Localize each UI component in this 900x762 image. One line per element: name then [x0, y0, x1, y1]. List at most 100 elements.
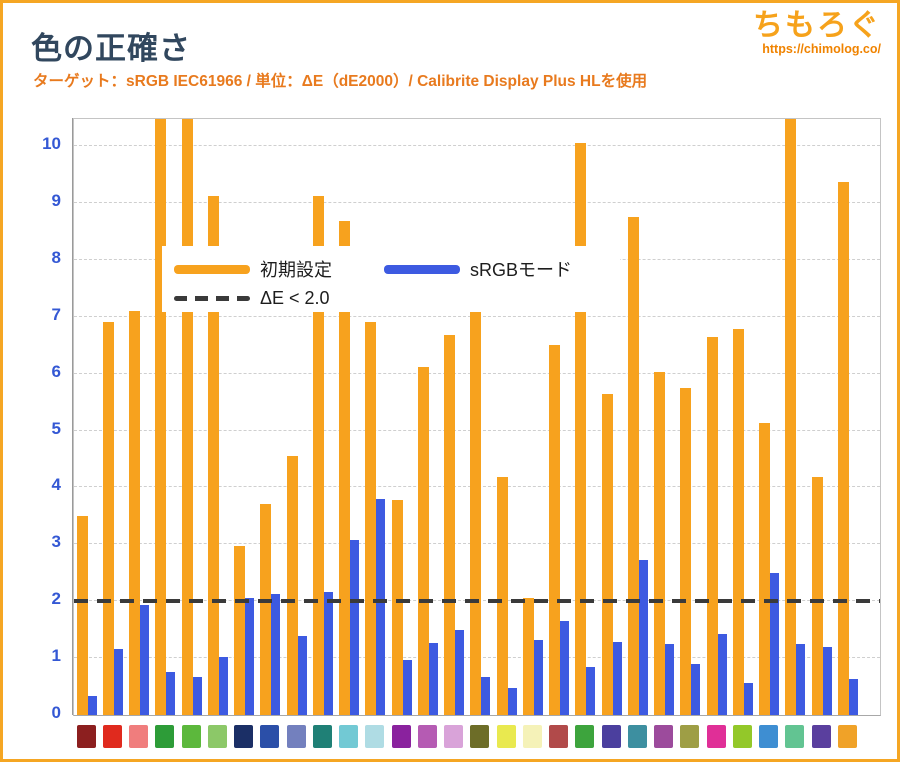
bar-default-30 — [837, 181, 849, 715]
color-swatch-24 — [680, 725, 700, 748]
legend-item-srgb: sRGBモード — [384, 256, 572, 282]
site-logo: ちもろぐ https://chimolog.co/ — [753, 9, 881, 56]
y-tick-label-1: 1 — [51, 646, 61, 666]
bar-srgb-3 — [140, 604, 150, 715]
threshold-line — [74, 599, 880, 604]
bar-default-9 — [286, 456, 298, 715]
bar-default-19 — [549, 344, 561, 715]
color-swatch-26 — [732, 725, 752, 748]
color-swatch-20 — [575, 725, 595, 748]
plot-area: 初期設定 sRGBモード ΔE < 2.0 — [73, 118, 881, 716]
bar-srgb-17 — [507, 688, 517, 715]
color-swatch-22 — [627, 725, 647, 748]
bar-srgb-25 — [717, 633, 727, 715]
bar-default-14 — [417, 366, 429, 715]
bar-srgb-24 — [691, 663, 701, 715]
legend-label-default: 初期設定 — [260, 260, 332, 280]
bar-default-29 — [811, 476, 823, 715]
color-swatch-8 — [260, 725, 280, 748]
bar-srgb-20 — [586, 667, 596, 715]
y-axis-line — [71, 118, 73, 715]
color-swatch-29 — [811, 725, 831, 748]
color-swatch-6 — [207, 725, 227, 748]
color-swatch-30 — [837, 725, 857, 748]
bar-srgb-8 — [271, 593, 281, 715]
y-tick-label-10: 10 — [42, 134, 61, 153]
chart-subtitle: ターゲット：sRGB IEC61966 / 単位：ΔE（dE2000）/ Cal… — [33, 73, 648, 90]
bar-default-25 — [706, 336, 718, 715]
bar-srgb-22 — [638, 560, 648, 715]
bar-srgb-14 — [428, 643, 438, 715]
bar-srgb-1 — [87, 696, 97, 715]
bar-srgb-29 — [822, 646, 832, 715]
color-swatch-14 — [417, 725, 437, 748]
gridline-9 — [74, 201, 880, 203]
bar-srgb-23 — [665, 643, 675, 715]
bar-default-3 — [129, 311, 141, 715]
y-tick-label-0: 0 — [51, 703, 61, 722]
bar-default-10 — [312, 196, 324, 715]
color-swatch-4 — [155, 725, 175, 748]
y-tick-label-7: 7 — [51, 304, 61, 324]
legend-item-threshold: ΔE < 2.0 — [174, 288, 330, 309]
color-swatch-12 — [365, 725, 385, 748]
legend-label-threshold: ΔE < 2.0 — [260, 288, 330, 308]
bar-srgb-10 — [323, 591, 333, 715]
logo-url: https://chimolog.co/ — [762, 42, 881, 56]
color-swatch-9 — [286, 725, 306, 748]
color-swatch-23 — [654, 725, 674, 748]
color-swatch-25 — [706, 725, 726, 748]
color-swatch-1 — [76, 725, 96, 748]
legend-swatch-srgb — [384, 264, 460, 274]
bar-srgb-2 — [113, 649, 123, 715]
color-swatch-5 — [181, 725, 201, 748]
bar-srgb-16 — [481, 676, 491, 715]
bar-srgb-21 — [612, 641, 622, 715]
bar-srgb-11 — [350, 539, 360, 715]
bar-default-8 — [260, 503, 272, 715]
bar-default-23 — [654, 371, 666, 715]
bar-default-20 — [575, 142, 587, 715]
bar-srgb-7 — [245, 597, 255, 715]
bar-default-6 — [207, 196, 219, 715]
bar-default-16 — [470, 252, 482, 715]
bar-srgb-9 — [297, 636, 307, 715]
gridline-10 — [74, 145, 880, 146]
y-tick-label-6: 6 — [51, 361, 61, 381]
color-swatch-27 — [759, 725, 779, 748]
bar-default-12 — [365, 322, 377, 715]
bar-srgb-18 — [533, 639, 543, 715]
bar-default-21 — [601, 393, 613, 715]
bar-srgb-13 — [402, 660, 412, 715]
bar-default-27 — [759, 422, 771, 715]
bar-default-18 — [522, 598, 534, 715]
color-swatch-18 — [522, 725, 542, 748]
bar-default-26 — [732, 329, 744, 715]
bar-default-24 — [680, 387, 692, 715]
bar-srgb-12 — [376, 498, 386, 715]
y-tick-label-3: 3 — [51, 532, 61, 552]
color-swatch-10 — [312, 725, 332, 748]
color-swatch-13 — [391, 725, 411, 748]
color-swatch-21 — [601, 725, 621, 748]
y-tick-label-4: 4 — [51, 475, 61, 495]
color-swatch-16 — [470, 725, 490, 748]
bar-srgb-6 — [218, 656, 228, 715]
bar-srgb-27 — [770, 572, 780, 715]
bar-default-4 — [155, 119, 167, 715]
bar-default-28 — [785, 119, 797, 715]
color-swatch-17 — [496, 725, 516, 748]
color-swatch-2 — [102, 725, 122, 748]
bar-default-13 — [391, 499, 403, 715]
bar-default-15 — [444, 335, 456, 715]
legend: 初期設定 sRGBモード ΔE < 2.0 — [162, 246, 620, 312]
legend-item-default: 初期設定 — [174, 256, 332, 282]
color-swatch-3 — [129, 725, 149, 748]
y-tick-label-8: 8 — [51, 247, 61, 267]
legend-swatch-default — [174, 264, 250, 274]
legend-label-srgb: sRGBモード — [470, 260, 573, 280]
bar-srgb-30 — [848, 678, 858, 715]
bar-srgb-19 — [560, 621, 570, 715]
color-swatch-15 — [444, 725, 464, 748]
color-swatch-28 — [785, 725, 805, 748]
